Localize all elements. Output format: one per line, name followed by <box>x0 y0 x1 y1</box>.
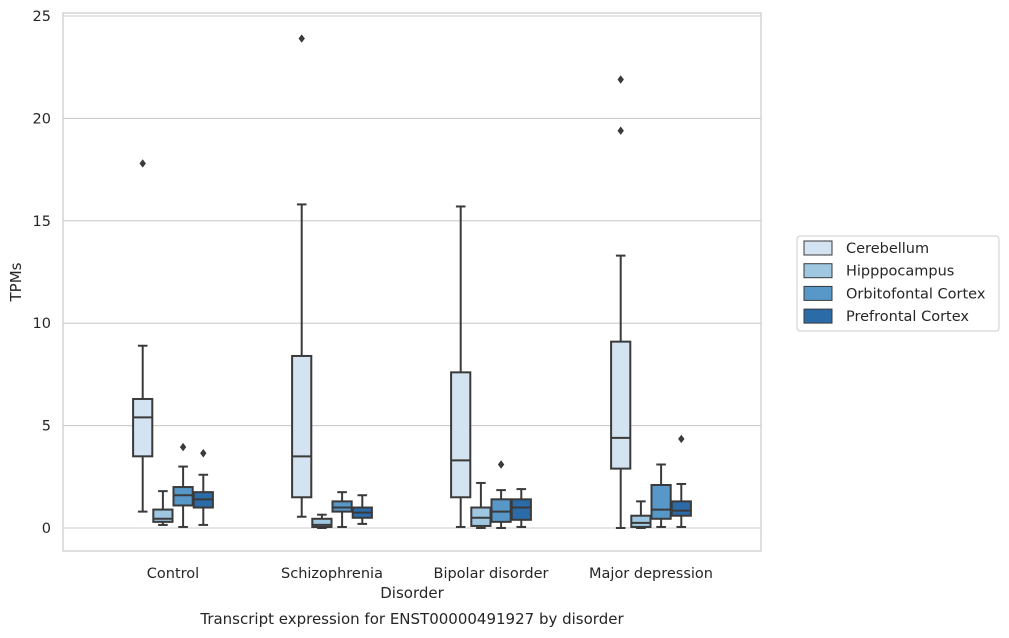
legend: Cerebellum Hipppocampus Orbitofontal Corte… <box>796 235 1000 332</box>
x-axis-label: Disorder <box>380 584 444 602</box>
box-iqr <box>610 340 632 470</box>
plot-frame <box>62 12 762 552</box>
x-tick-label: Control <box>147 566 199 582</box>
chart-title: Transcript expression for ENST0000049192… <box>199 610 624 628</box>
y-tick-label: 25 <box>33 9 51 25</box>
series-hipppocampus <box>152 481 652 529</box>
box-iqr <box>450 371 472 499</box>
y-ticks: 0 5 10 15 20 25 <box>33 9 51 537</box>
box-iqr <box>132 397 154 458</box>
box-control-1 <box>152 490 174 526</box>
box-iqr <box>470 506 492 527</box>
box-control-3 <box>192 449 214 526</box>
outlier-point <box>617 75 624 84</box>
legend-label: Hipppocampus <box>846 264 954 280</box>
x-tick-label: Major depression <box>589 566 713 582</box>
legend-label: Cerebellum <box>846 241 929 257</box>
box-major-depression-1 <box>630 500 652 529</box>
box-major-depression-3 <box>670 434 692 528</box>
box-bipolar-disorder-2 <box>490 460 512 529</box>
box-iqr <box>650 483 672 520</box>
x-ticks: Control Schizophrenia Bipolar disorder Majo… <box>147 566 713 582</box>
box-bipolar-disorder-0 <box>450 205 472 528</box>
legend-swatch <box>803 240 833 256</box>
box-control-2 <box>172 442 194 528</box>
y-axis-label: TPMs <box>7 262 25 302</box>
plot-background <box>63 13 761 551</box>
box-bipolar-disorder-3 <box>510 488 532 528</box>
outlier-point <box>298 34 305 43</box>
box-schizophrenia-3 <box>351 494 373 525</box>
y-tick-label: 10 <box>33 316 51 332</box>
box-iqr <box>630 514 652 528</box>
legend-swatch <box>803 308 833 324</box>
legend-frame <box>796 235 1000 332</box>
box-control-0 <box>132 159 154 513</box>
outlier-point <box>179 442 187 452</box>
outlier-point <box>200 449 207 458</box>
outlier-point <box>617 126 624 135</box>
box-major-depression-2 <box>650 463 672 528</box>
box-schizophrenia-1 <box>311 513 333 529</box>
box-iqr <box>311 517 333 528</box>
y-tick-label: 15 <box>33 214 51 230</box>
series-cerebellum <box>132 34 632 529</box>
y-tick-label: 0 <box>42 521 51 537</box>
box-bipolar-disorder-1 <box>470 481 492 529</box>
legend-label: Orbitofontal Cortex <box>846 286 986 302</box>
series-orbitofontal-cortex <box>172 442 672 529</box>
outlier-point <box>678 434 685 444</box>
box-major-depression-0 <box>610 75 632 529</box>
box-iqr <box>152 508 174 523</box>
box-iqr <box>510 498 532 521</box>
outlier-point <box>497 460 505 469</box>
x-tick-label: Bipolar disorder <box>434 566 549 582</box>
box-iqr <box>670 500 692 517</box>
legend-swatch <box>803 285 833 301</box>
box-iqr <box>490 498 512 523</box>
box-iqr <box>172 486 194 507</box>
x-tick-label: Schizophrenia <box>281 566 383 582</box>
boxes <box>132 34 692 529</box>
box-schizophrenia-2 <box>331 491 353 528</box>
y-tick-label: 5 <box>42 419 51 435</box>
y-tick-label: 20 <box>33 111 51 127</box>
outlier-point <box>139 159 146 168</box>
legend-label: Prefrontal Cortex <box>846 309 969 325</box>
box-iqr <box>291 354 313 499</box>
series-prefrontal-cortex <box>192 434 692 528</box>
box-iqr <box>331 500 353 513</box>
box-schizophrenia-0 <box>291 34 313 518</box>
legend-swatch <box>803 263 833 279</box>
